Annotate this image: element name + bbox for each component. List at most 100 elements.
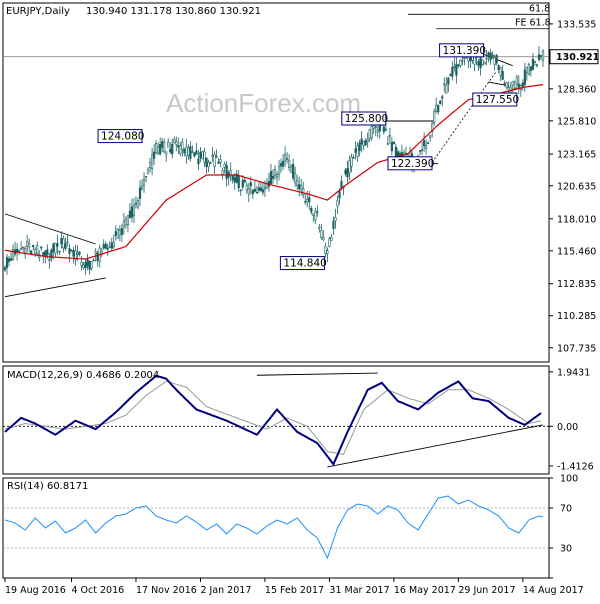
candle-body [269, 171, 273, 184]
candle-body [102, 244, 105, 249]
price-callout-label: 127.550 [476, 94, 519, 106]
candle-body [20, 248, 23, 250]
candle-body [235, 173, 238, 183]
candle-body [328, 238, 331, 247]
x-axis-label: 16 May 2017 [394, 585, 456, 596]
candle-body [150, 154, 154, 169]
candle-body [163, 142, 166, 153]
price-callout-box [97, 129, 143, 144]
candle-body [136, 200, 140, 208]
candle-body [495, 54, 498, 64]
candle-body [537, 54, 541, 60]
candle-body [144, 176, 148, 178]
candle-body [197, 158, 200, 165]
candle-body [332, 221, 335, 230]
candle-body [477, 61, 480, 66]
candle-body [225, 164, 228, 180]
candle-body [257, 187, 260, 191]
candle-body [155, 143, 158, 153]
candle-body [318, 226, 321, 229]
candle-body [433, 110, 436, 123]
candle-body [279, 163, 283, 167]
price-callout-box [279, 256, 325, 271]
price-callout-label: 125.800 [345, 113, 388, 125]
price-callout-label: 124.080 [101, 131, 144, 143]
candle-body [261, 189, 265, 193]
candle-body [116, 228, 119, 239]
candle-body [213, 153, 216, 167]
candle-body [78, 251, 81, 255]
x-axis-label: 29 Jun 2017 [458, 585, 515, 596]
candle-body [390, 142, 393, 152]
macd-axis-label: 0.00 [557, 422, 578, 433]
candle-body [447, 77, 450, 85]
candle-body [36, 245, 39, 255]
candle-body [451, 66, 454, 77]
candle-body [223, 163, 226, 168]
candle-body [535, 64, 539, 66]
candle-body [326, 250, 329, 255]
candle-body [255, 191, 258, 194]
candle-body [94, 251, 97, 255]
candle-body [539, 55, 543, 57]
candle-body [62, 238, 65, 249]
candle-body [372, 125, 375, 129]
candle-body [54, 243, 57, 254]
price-callout-label: 114.840 [283, 258, 326, 270]
candle-body [463, 57, 466, 59]
candle-body [429, 135, 432, 138]
fib-level-label: 61.8 [529, 3, 550, 14]
triangle-upper-line [4, 213, 96, 245]
candle-body [106, 247, 109, 250]
candle-body [64, 243, 67, 250]
candle-body [437, 104, 440, 113]
rsi-line [4, 495, 544, 560]
candle-body [364, 140, 367, 146]
candle-body [493, 56, 496, 65]
candle-body [453, 65, 456, 68]
candle-body [52, 243, 55, 253]
macd-axis-label: 1.9431 [557, 367, 590, 378]
candle-body [340, 180, 343, 189]
candle-body [219, 159, 222, 163]
ohlc-label: 130.940 131.178 130.860 130.921 [86, 6, 261, 17]
candle-body [296, 180, 299, 186]
candle-body [167, 141, 170, 148]
candle-body [491, 54, 494, 57]
candle-body [418, 150, 422, 152]
candle-body [189, 146, 192, 159]
price-axis-label: 118.010 [557, 214, 596, 225]
candle-body [304, 200, 307, 203]
candle-body [253, 188, 256, 192]
candle-body [211, 154, 214, 157]
candle-body [423, 140, 426, 147]
candle-body [308, 197, 311, 203]
candle-body [511, 80, 514, 86]
candle-body [104, 243, 107, 249]
candle-body [503, 82, 506, 85]
candle-body [120, 228, 123, 235]
candle-body [449, 74, 452, 76]
candle-body [3, 267, 7, 271]
candle-body [86, 259, 89, 267]
candle-body [485, 57, 488, 60]
candle-body [334, 217, 337, 222]
candle-body [96, 252, 99, 262]
candle-body [362, 141, 365, 146]
candle-body [134, 203, 138, 205]
candle-body [58, 250, 61, 253]
dashed-trend-line [431, 70, 497, 163]
price-callout-label: 131.390 [443, 45, 486, 57]
candle-body [505, 82, 508, 89]
candle-body [171, 143, 174, 155]
candle-body [32, 244, 35, 248]
channel-lower-line [488, 81, 509, 87]
candle-body [231, 175, 234, 181]
candle-body [203, 151, 206, 163]
candle-body [376, 129, 379, 133]
macd-axis-label: -1.4126 [557, 461, 594, 472]
candle-body [42, 252, 45, 256]
candle-body [271, 175, 275, 179]
